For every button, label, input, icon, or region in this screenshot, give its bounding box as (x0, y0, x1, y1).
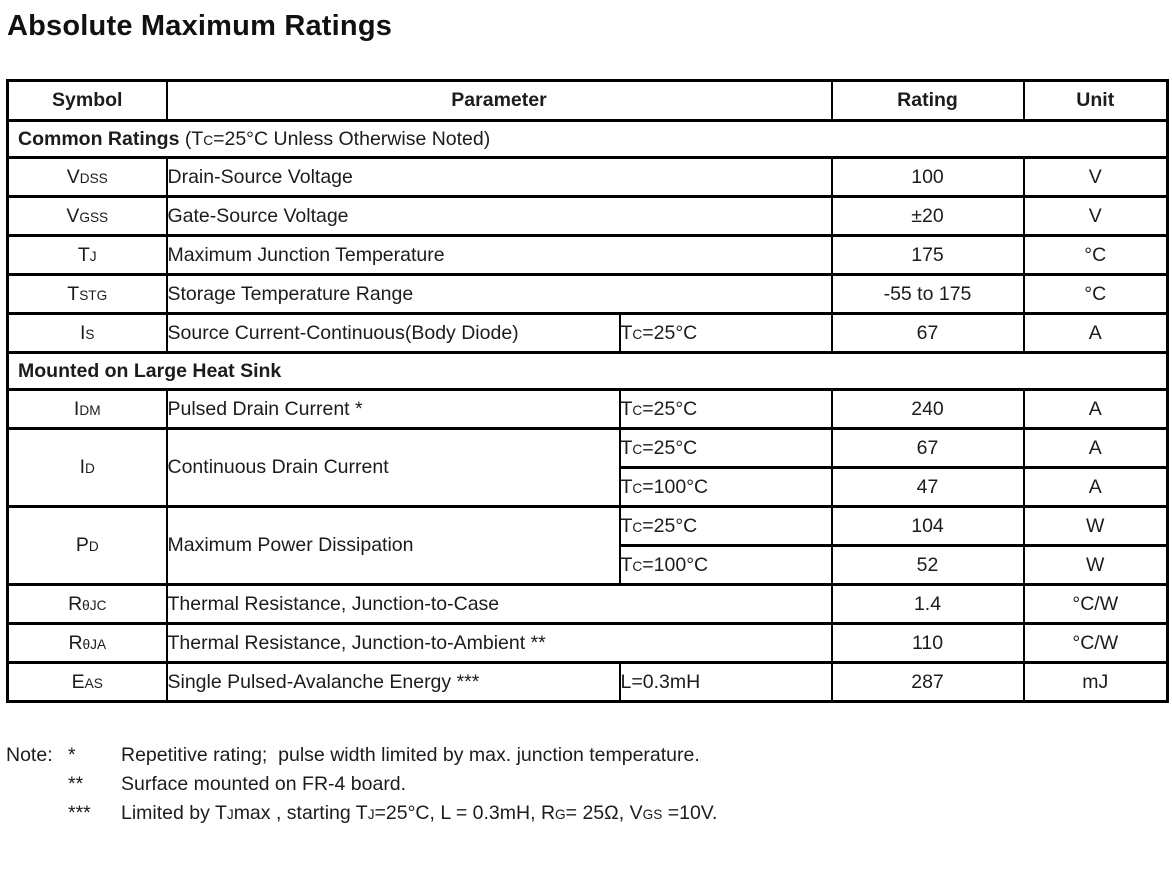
note-text: Surface mounted on FR-4 board. (121, 773, 407, 795)
unit-cell: A (1022, 427, 1169, 469)
parameter-cell: Single Pulsed-Avalanche Energy *** (165, 661, 621, 703)
parameter-cell: Maximum Power Dissipation (165, 505, 621, 586)
section-row-heat-sink: Mounted on Large Heat Sink (6, 351, 1169, 391)
table-row-id-tc25: ID Continuous Drain Current TC=25°C 67 A (6, 427, 1169, 508)
rating-cell: 110 (830, 622, 1025, 664)
symbol-cell: TSTG (6, 273, 168, 315)
absolute-maximum-ratings-table: Symbol Parameter Rating Unit Common Rati… (6, 79, 1169, 703)
symbol-cell: ID (6, 427, 168, 508)
unit-cell: V (1022, 156, 1169, 198)
condition-cell: TC=25°C (618, 312, 833, 354)
parameter-cell: Pulsed Drain Current * (165, 388, 621, 430)
unit-cell: °C/W (1022, 583, 1169, 625)
symbol-cell: VGSS (6, 195, 168, 237)
table-row-tj: TJ Maximum Junction Temperature 175 °C (6, 234, 1169, 276)
unit-cell: W (1022, 505, 1169, 547)
unit-cell: mJ (1022, 661, 1169, 703)
parameter-cell: Thermal Resistance, Junction-to-Case (165, 583, 833, 625)
note-line-1: Note: * Repetitive rating; pulse width l… (6, 741, 1172, 770)
rating-cell: 104 (830, 505, 1025, 547)
rating-cell: ±20 (830, 195, 1025, 237)
unit-cell: W (1022, 544, 1169, 586)
symbol-cell: IDM (6, 388, 168, 430)
table-row-tstg: TSTG Storage Temperature Range -55 to 17… (6, 273, 1169, 315)
parameter-cell: Continuous Drain Current (165, 427, 621, 508)
table-row-rthjc: RθJC Thermal Resistance, Junction-to-Cas… (6, 583, 1169, 625)
unit-cell: °C (1022, 273, 1169, 315)
col-header-parameter: Parameter (165, 79, 833, 122)
note-text: Repetitive rating; pulse width limited b… (121, 744, 700, 766)
table-row-pd-tc25: PD Maximum Power Dissipation TC=25°C 104… (6, 505, 1169, 586)
note-line-2: ** Surface mounted on FR-4 board. (6, 770, 1172, 799)
col-header-rating: Rating (830, 79, 1025, 122)
note-label: Note: (6, 744, 53, 766)
symbol-cell: RθJC (6, 583, 168, 625)
rating-cell: 47 (830, 466, 1025, 508)
datasheet-page: Absolute Maximum Ratings Symbol Paramete… (6, 10, 1172, 829)
parameter-cell: Thermal Resistance, Junction-to-Ambient … (165, 622, 833, 664)
unit-cell: °C (1022, 234, 1169, 276)
rating-cell: 52 (830, 544, 1025, 586)
rating-cell: -55 to 175 (830, 273, 1025, 315)
rating-cell: 287 (830, 661, 1025, 703)
section-title: Mounted on Large Heat Sink (6, 351, 1169, 391)
condition-cell: TC=25°C (618, 505, 833, 547)
parameter-cell: Source Current-Continuous(Body Diode) (165, 312, 621, 354)
unit-cell: A (1022, 466, 1169, 508)
note-marker: ** (68, 773, 84, 795)
unit-cell: A (1022, 388, 1169, 430)
col-header-symbol: Symbol (6, 79, 168, 122)
condition-cell: TC=100°C (618, 544, 833, 586)
table-row-rthja: RθJA Thermal Resistance, Junction-to-Amb… (6, 622, 1169, 664)
parameter-cell: Gate-Source Voltage (165, 195, 833, 237)
table-row-is: IS Source Current-Continuous(Body Diode)… (6, 312, 1169, 354)
rating-cell: 1.4 (830, 583, 1025, 625)
rating-cell: 240 (830, 388, 1025, 430)
table-row-id-tc100: TC=100°C 47 A (8, 466, 1169, 508)
parameter-cell: Maximum Junction Temperature (165, 234, 833, 276)
rating-cell: 100 (830, 156, 1025, 198)
note-line-3: *** Limited by TJmax , starting TJ=25°C,… (6, 799, 1172, 829)
section-title: Common Ratings (TC=25°C Unless Otherwise… (6, 119, 1169, 159)
section-row-common-ratings: Common Ratings (TC=25°C Unless Otherwise… (6, 119, 1169, 159)
symbol-cell: IS (6, 312, 168, 354)
table-row-pd-tc100: TC=100°C 52 W (8, 544, 1169, 586)
table-row-idm: IDM Pulsed Drain Current * TC=25°C 240 A (6, 388, 1169, 430)
table-row-eas: EAS Single Pulsed-Avalanche Energy *** L… (6, 661, 1169, 703)
page-title: Absolute Maximum Ratings (7, 10, 393, 42)
unit-cell: V (1022, 195, 1169, 237)
note-marker: *** (68, 802, 91, 824)
symbol-cell: RθJA (6, 622, 168, 664)
parameter-cell: Storage Temperature Range (165, 273, 833, 315)
condition-cell: TC=25°C (618, 427, 833, 469)
unit-cell: °C/W (1022, 622, 1169, 664)
parameter-cell: Drain-Source Voltage (165, 156, 833, 198)
rating-cell: 175 (830, 234, 1025, 276)
symbol-cell: VDSS (6, 156, 168, 198)
symbol-cell: EAS (6, 661, 168, 703)
symbol-cell: PD (6, 505, 168, 586)
notes-section: Note: * Repetitive rating; pulse width l… (6, 741, 1172, 829)
symbol-cell: TJ (6, 234, 168, 276)
note-text: Limited by TJmax , starting TJ=25°C, L =… (121, 802, 718, 824)
condition-cell: TC=25°C (618, 388, 833, 430)
unit-cell: A (1022, 312, 1169, 354)
rating-cell: 67 (830, 427, 1025, 469)
condition-cell: L=0.3mH (618, 661, 833, 703)
condition-cell: TC=100°C (618, 466, 833, 508)
col-header-unit: Unit (1022, 79, 1169, 122)
note-marker: * (68, 744, 76, 766)
table-header-row: Symbol Parameter Rating Unit (6, 79, 1169, 122)
table-row-vdss: VDSS Drain-Source Voltage 100 V (6, 156, 1169, 198)
table-row-vgss: VGSS Gate-Source Voltage ±20 V (6, 195, 1169, 237)
rating-cell: 67 (830, 312, 1025, 354)
